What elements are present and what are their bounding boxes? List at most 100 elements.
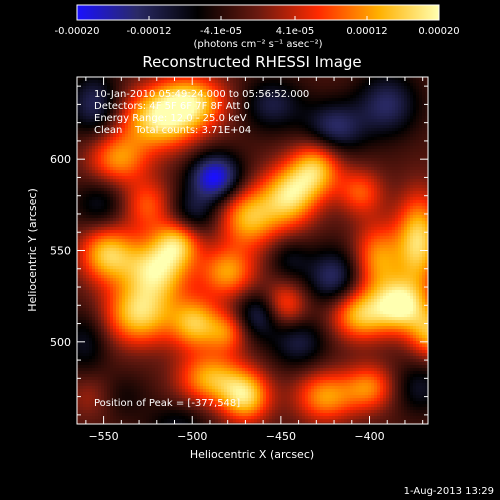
heatmap-cell <box>80 107 84 111</box>
heatmap-cell <box>287 188 291 192</box>
heatmap-cell <box>365 197 369 201</box>
heatmap-cell <box>197 95 201 99</box>
heatmap-cell <box>200 86 204 90</box>
heatmap-cell <box>377 191 381 195</box>
heatmap-cell <box>152 116 156 120</box>
heatmap-cell <box>167 125 171 129</box>
heatmap-cell <box>401 188 405 192</box>
heatmap-cell <box>332 92 336 96</box>
heatmap-cell <box>206 185 210 189</box>
heatmap-cell <box>101 149 105 153</box>
heatmap-cell <box>227 119 231 123</box>
heatmap-cell <box>287 173 291 177</box>
heatmap-cell <box>194 158 198 162</box>
heatmap-cell <box>290 143 294 147</box>
heatmap-cell <box>284 155 288 159</box>
heatmap-cell <box>401 152 405 156</box>
heatmap-cell <box>311 191 315 195</box>
heatmap-cell <box>107 170 111 174</box>
heatmap-cell <box>314 143 318 147</box>
heatmap-cell <box>167 167 171 171</box>
heatmap-cell <box>98 128 102 132</box>
heatmap-cell <box>377 113 381 117</box>
heatmap-cell <box>233 161 237 165</box>
heatmap-cell <box>155 164 159 168</box>
heatmap-cell <box>353 155 357 159</box>
heatmap-cell <box>332 185 336 189</box>
heatmap-cell <box>281 92 285 96</box>
heatmap-cell <box>122 146 126 150</box>
heatmap-cell <box>155 170 159 174</box>
heatmap-cell <box>410 89 414 93</box>
heatmap-cell <box>290 158 294 162</box>
heatmap-cell <box>395 164 399 168</box>
heatmap-cell <box>302 167 306 171</box>
heatmap-cell <box>266 203 270 207</box>
heatmap-cell <box>263 122 267 126</box>
heatmap-cell <box>299 179 303 183</box>
heatmap-cell <box>161 191 165 195</box>
heatmap-cell <box>95 92 99 96</box>
heatmap-cell <box>413 104 417 108</box>
heatmap-cell <box>224 110 228 114</box>
heatmap-cell <box>320 89 324 93</box>
heatmap-cell <box>161 104 165 108</box>
heatmap-cell <box>155 116 159 120</box>
heatmap-cell <box>323 101 327 105</box>
heatmap-cell <box>266 131 270 135</box>
heatmap-cell <box>380 146 384 150</box>
heatmap-cell <box>284 116 288 120</box>
heatmap-cell <box>383 161 387 165</box>
heatmap-cell <box>257 134 261 138</box>
heatmap-cell <box>254 170 258 174</box>
heatmap-cell <box>239 191 243 195</box>
heatmap-cell <box>272 116 276 120</box>
heatmap-cell <box>290 80 294 84</box>
heatmap-cell <box>203 107 207 111</box>
heatmap-cell <box>350 80 354 84</box>
heatmap-cell <box>404 191 408 195</box>
heatmap-cell <box>179 164 183 168</box>
heatmap-cell <box>362 140 366 144</box>
heatmap-cell <box>344 140 348 144</box>
heatmap-cell <box>263 155 267 159</box>
heatmap-cell <box>395 155 399 159</box>
heatmap-cell <box>341 104 345 108</box>
heatmap-cell <box>119 143 123 147</box>
heatmap-cell <box>254 173 258 177</box>
heatmap-cell <box>107 176 111 180</box>
heatmap-cell <box>407 197 411 201</box>
heatmap-cell <box>131 98 135 102</box>
heatmap-cell <box>128 125 132 129</box>
heatmap-cell <box>245 92 249 96</box>
heatmap-cell <box>266 125 270 129</box>
heatmap-cell <box>92 104 96 108</box>
heatmap-cell <box>164 191 168 195</box>
heatmap-cell <box>422 152 426 156</box>
heatmap-cell <box>134 143 138 147</box>
heatmap-cell <box>266 191 270 195</box>
heatmap-cell <box>116 167 120 171</box>
heatmap-cell <box>128 134 132 138</box>
heatmap-cell <box>338 167 342 171</box>
heatmap-cell <box>83 194 87 198</box>
heatmap-cell <box>194 134 198 138</box>
heatmap-cell <box>299 185 303 189</box>
heatmap-cell <box>410 98 414 102</box>
heatmap-cell <box>155 179 159 183</box>
heatmap-cell <box>224 176 228 180</box>
heatmap-cell <box>131 155 135 159</box>
heatmap-cell <box>209 158 213 162</box>
heatmap-cell <box>164 80 168 84</box>
heatmap-cell <box>299 167 303 171</box>
heatmap-cell <box>143 182 147 186</box>
heatmap-cell <box>278 200 282 204</box>
heatmap-cell <box>350 200 354 204</box>
heatmap-cell <box>290 128 294 132</box>
heatmap-cell <box>416 197 420 201</box>
heatmap-cell <box>89 164 93 168</box>
heatmap-cell <box>164 197 168 201</box>
heatmap-cell <box>167 194 171 198</box>
heatmap-cell <box>347 200 351 204</box>
heatmap-cell <box>350 155 354 159</box>
